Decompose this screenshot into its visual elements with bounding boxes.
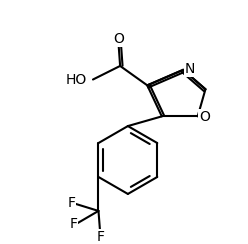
Text: F: F — [96, 230, 104, 244]
Text: O: O — [114, 32, 124, 46]
Text: N: N — [185, 62, 195, 76]
Text: HO: HO — [66, 72, 87, 87]
Text: O: O — [199, 110, 210, 124]
Text: F: F — [67, 196, 75, 210]
Text: F: F — [69, 217, 77, 232]
